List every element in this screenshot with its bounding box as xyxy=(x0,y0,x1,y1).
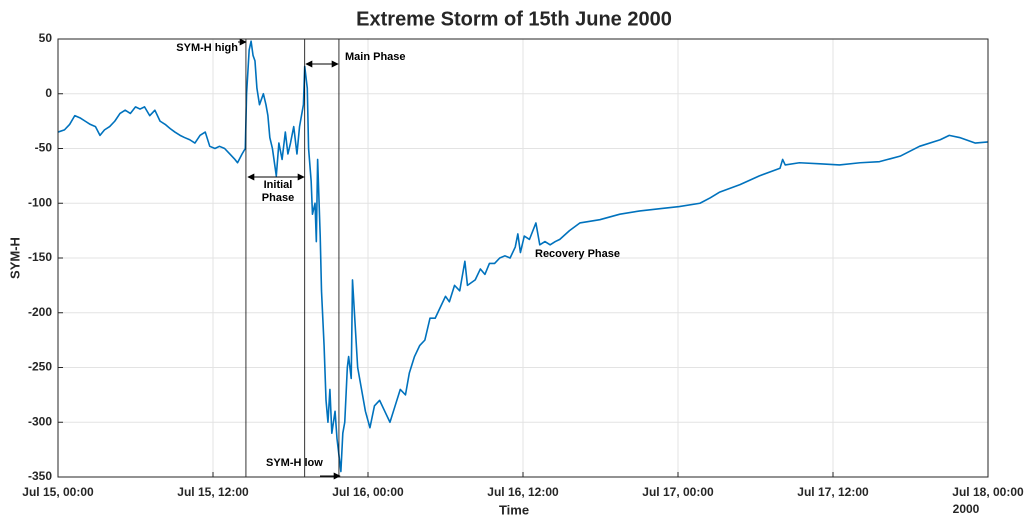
grid: 50 0 -50 -100 -150 -200 -250 -300 -350 Jul 15, 00… xyxy=(22,31,1024,499)
x-tick-label: Jul 18, 00:00 xyxy=(952,485,1024,499)
annotation: Recovery Phase xyxy=(535,248,620,260)
y-tick-label: -50 xyxy=(35,141,53,155)
y-tick-label: -250 xyxy=(28,360,52,374)
y-tick-label: -350 xyxy=(28,469,52,483)
x-tick-label: Jul 16, 00:00 xyxy=(332,485,404,499)
x-tick-label: Jul 17, 00:00 xyxy=(642,485,714,499)
chart-title: Extreme Storm of 15th June 2000 xyxy=(356,8,672,30)
y-tick-label: -150 xyxy=(28,250,52,264)
annotation: Initial xyxy=(264,179,293,191)
y-tick-label: -100 xyxy=(28,195,52,209)
x-tick-label: Jul 16, 12:00 xyxy=(487,485,559,499)
annotation: Phase xyxy=(262,192,294,204)
y-axis-label: SYM-H xyxy=(7,237,22,279)
annotation: Main Phase xyxy=(345,51,406,63)
y-tick-label: -200 xyxy=(28,305,52,319)
annotations: SYM-H high Initial Phase Main Phase SYM-… xyxy=(176,38,620,480)
x-axis-label: Time xyxy=(499,502,529,517)
annotation: SYM-H low xyxy=(266,457,323,469)
x-tick-label: Jul 17, 12:00 xyxy=(797,485,869,499)
y-tick-label: -300 xyxy=(28,414,52,428)
annotation: SYM-H high xyxy=(176,42,238,54)
x-tick-label: Jul 15, 12:00 xyxy=(177,485,249,499)
axes-box xyxy=(57,38,989,478)
plot-area xyxy=(57,38,989,478)
y-tick-label: 0 xyxy=(45,86,52,100)
x-axis-year: 2000 xyxy=(953,502,980,516)
x-tick-label: Jul 15, 00:00 xyxy=(22,485,94,499)
y-tick-label: 50 xyxy=(39,31,53,45)
